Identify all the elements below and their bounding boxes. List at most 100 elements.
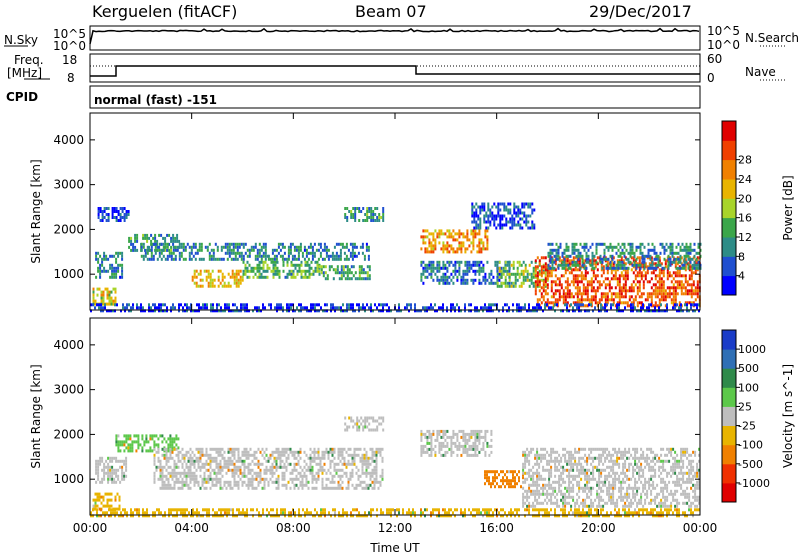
heatmap-cell xyxy=(340,277,343,281)
heatmap-cell xyxy=(452,441,455,445)
heatmap-cell xyxy=(279,254,282,258)
heatmap-cell xyxy=(483,214,486,218)
heatmap-cell xyxy=(508,278,511,282)
heatmap-cell xyxy=(573,251,576,255)
heatmap-cell xyxy=(430,247,433,251)
heatmap-cell xyxy=(245,450,248,454)
heatmap-cell xyxy=(554,489,557,493)
heatmap-cell xyxy=(235,471,238,475)
heatmap-cell xyxy=(125,440,128,444)
heatmap-cell xyxy=(297,477,300,481)
heatmap-cell xyxy=(660,280,663,284)
heatmap-cell xyxy=(432,235,435,239)
heatmap-cell xyxy=(311,477,314,481)
heatmap-cell xyxy=(512,485,514,489)
heatmap-cell xyxy=(466,447,469,451)
heatmap-cell xyxy=(647,266,650,270)
heatmap-cell xyxy=(658,259,661,263)
heatmap-cell xyxy=(245,483,248,487)
heatmap-cell xyxy=(277,465,280,469)
heatmap-cell xyxy=(103,210,106,213)
heatmap-cell xyxy=(243,459,246,463)
heatmap-cell xyxy=(172,306,174,310)
heatmap-cell xyxy=(249,462,252,466)
heatmap-cell xyxy=(442,272,445,276)
heatmap-cell xyxy=(363,447,366,451)
heatmap-cell xyxy=(320,271,323,275)
heatmap-cell xyxy=(632,301,635,305)
heatmap-cell xyxy=(199,278,202,282)
heatmap-cell xyxy=(189,474,192,478)
heatmap-cell xyxy=(183,456,186,460)
heatmap-cell xyxy=(555,248,558,252)
heatmap-cell xyxy=(322,265,325,269)
heatmap-cell xyxy=(470,309,472,313)
heatmap-cell xyxy=(624,292,627,296)
heatmap-cell xyxy=(508,266,511,270)
heatmap-cell xyxy=(375,450,378,454)
heatmap-cell xyxy=(200,245,203,249)
heatmap-cell xyxy=(522,453,525,457)
heatmap-cell xyxy=(594,306,596,310)
heatmap-cell xyxy=(117,449,120,453)
heatmap-cell xyxy=(548,462,551,466)
heatmap-cell xyxy=(509,211,512,215)
heatmap-cell xyxy=(410,303,412,307)
heatmap-cell xyxy=(658,274,661,278)
heatmap-cell xyxy=(107,269,110,273)
heatmap-cell xyxy=(125,462,128,466)
heatmap-cell xyxy=(92,498,95,502)
heatmap-cell xyxy=(286,275,289,279)
heatmap-cell xyxy=(368,210,371,213)
heatmap-cell xyxy=(538,495,541,499)
heatmap-cell xyxy=(442,441,445,445)
heatmap-cell xyxy=(526,471,529,475)
heatmap-cell xyxy=(430,266,433,270)
heatmap-cell xyxy=(333,465,336,469)
heatmap-cell xyxy=(363,462,366,466)
heatmap-cell xyxy=(140,245,143,249)
heatmap-cell xyxy=(493,223,496,227)
heatmap-cell xyxy=(161,471,164,475)
heatmap-cell xyxy=(127,213,130,216)
heatmap-cell xyxy=(498,284,501,288)
heatmap-cell xyxy=(111,480,114,484)
heatmap-cell xyxy=(323,242,326,246)
heatmap-cell xyxy=(677,266,680,270)
heatmap-cell xyxy=(692,280,695,284)
heatmap-cell xyxy=(319,459,322,463)
heatmap-cell xyxy=(501,214,504,218)
heatmap-cell xyxy=(458,244,461,248)
heatmap-cell xyxy=(288,303,290,307)
heatmap-cell xyxy=(256,306,258,310)
heatmap-cell xyxy=(532,492,535,496)
heatmap-cell xyxy=(561,263,564,267)
heatmap-cell xyxy=(337,453,340,457)
heatmap-cell xyxy=(95,462,98,466)
heatmap-cell xyxy=(103,207,106,210)
heatmap-cell xyxy=(432,432,435,436)
heatmap-cell xyxy=(249,447,252,451)
heatmap-cell xyxy=(246,269,249,273)
heatmap-cell xyxy=(311,468,314,472)
heatmap-cell xyxy=(268,303,270,307)
heatmap-cell xyxy=(352,425,355,429)
heatmap-cell xyxy=(460,281,463,285)
heatmap-cell xyxy=(658,271,661,275)
heatmap-cell xyxy=(685,251,688,255)
heatmap-cell xyxy=(492,479,494,483)
heatmap-cell xyxy=(685,248,688,252)
heatmap-cell xyxy=(354,277,357,281)
heatmap-cell xyxy=(314,306,316,310)
heatmap-cell xyxy=(248,269,251,273)
heatmap-cell xyxy=(160,257,163,261)
heatmap-cell xyxy=(522,501,525,505)
heatmap-cell xyxy=(482,244,485,248)
heatmap-cell xyxy=(241,459,244,463)
heatmap-cell xyxy=(386,303,388,307)
heatmap-cell xyxy=(462,432,465,436)
heatmap-cell xyxy=(165,486,168,490)
heatmap-cell xyxy=(305,474,308,478)
heatmap-cell xyxy=(524,450,527,454)
heatmap-cell xyxy=(289,450,292,454)
